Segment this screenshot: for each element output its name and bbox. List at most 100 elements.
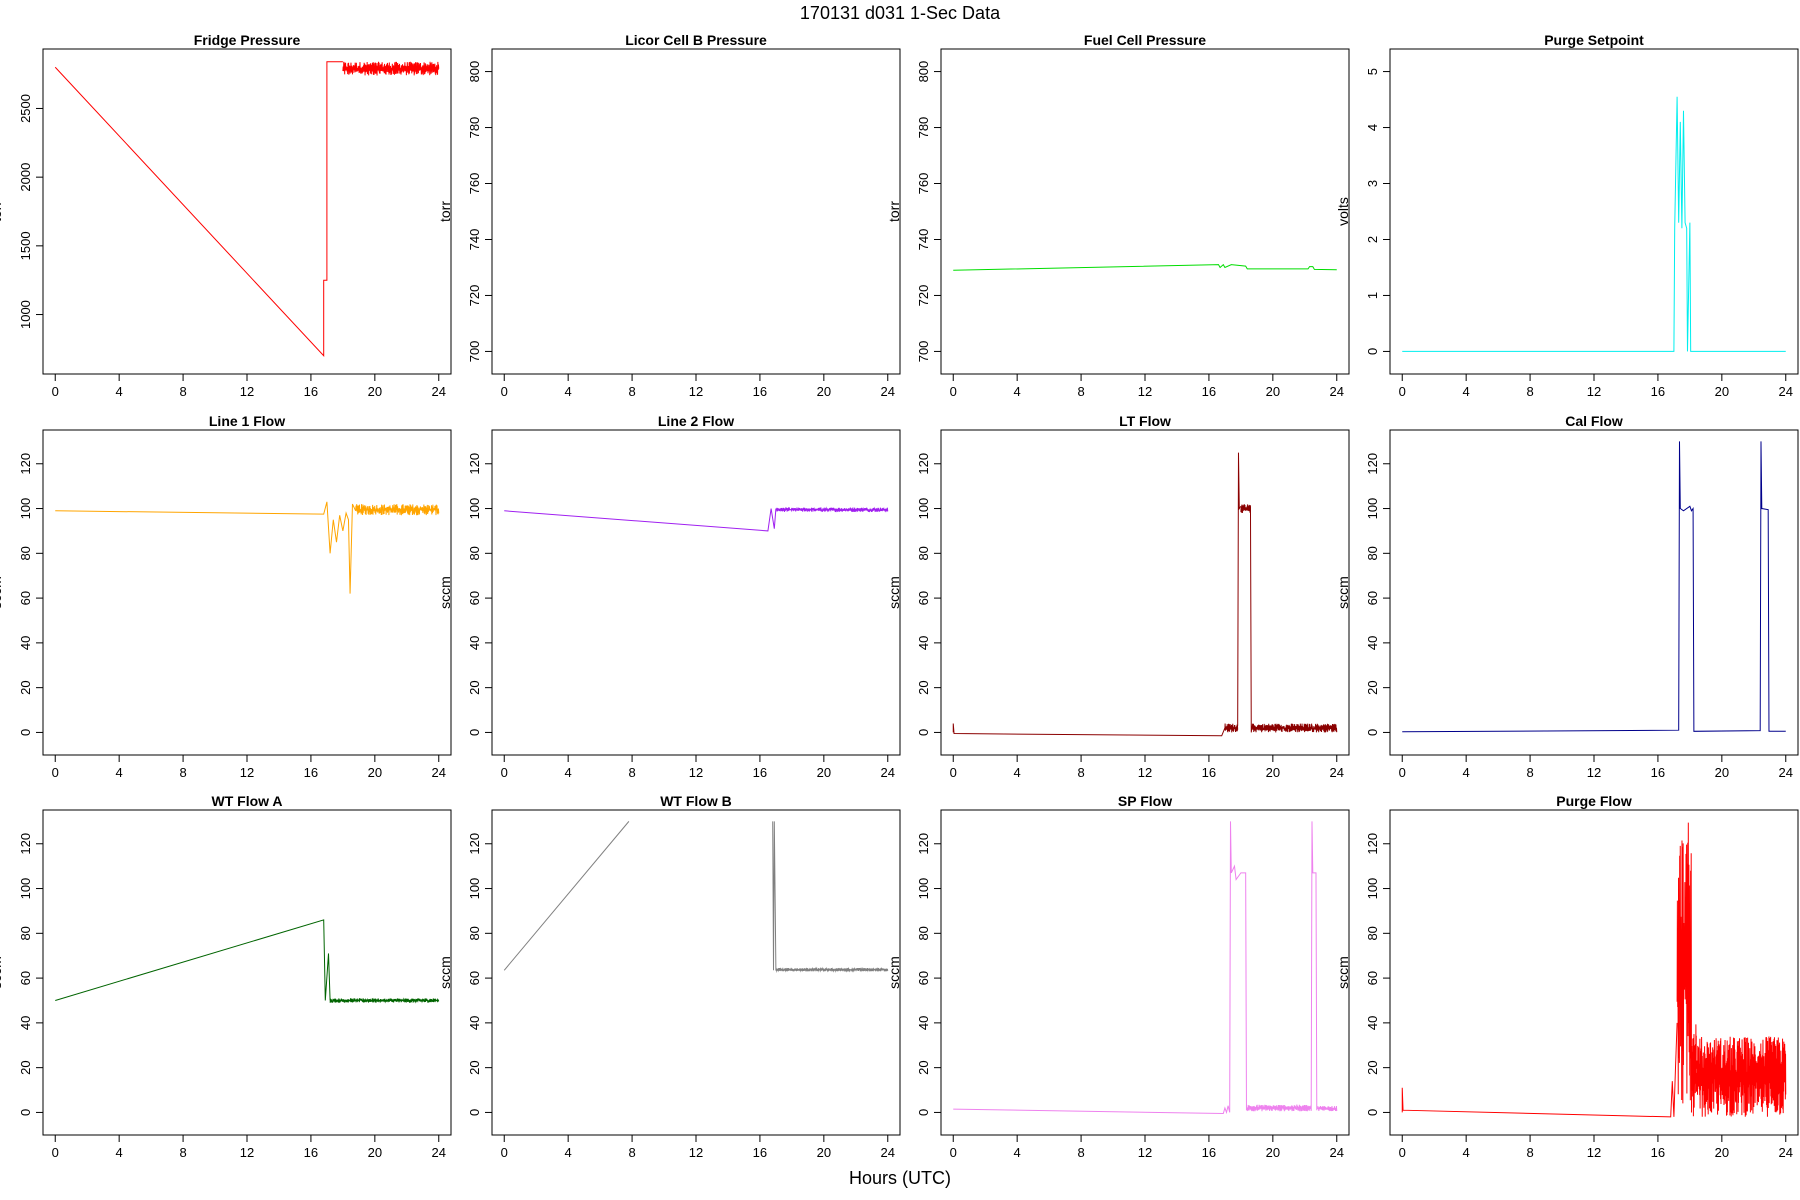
- series-line: [1402, 96, 1786, 352]
- x-tick-label: 8: [1526, 765, 1533, 780]
- x-tick-label: 24: [881, 1145, 895, 1160]
- y-tick-label: 1000: [18, 300, 33, 329]
- plot-frame: [1389, 48, 1799, 375]
- series-line: [772, 821, 777, 971]
- y-axis-label: volts: [1335, 197, 1351, 226]
- x-tick-label: 0: [52, 765, 59, 780]
- y-tick-label: 100: [467, 498, 482, 520]
- x-tick-label: 12: [1138, 384, 1152, 399]
- x-tick-label: 24: [432, 1145, 446, 1160]
- y-tick-label: 40: [18, 1016, 33, 1030]
- y-tick-label: 100: [916, 878, 931, 900]
- x-tick-label: 0: [1399, 765, 1406, 780]
- x-tick-label: 0: [950, 765, 957, 780]
- y-tick-label: 40: [467, 636, 482, 650]
- chart-title: WT Flow B: [660, 793, 732, 809]
- x-tick-label: 0: [52, 384, 59, 399]
- y-tick-label: 120: [1365, 833, 1380, 855]
- y-axis-label: sccm: [0, 576, 4, 609]
- series-line: [1249, 506, 1253, 733]
- plot-frame: [1389, 429, 1799, 756]
- chart-panel-3: Fuel Cell Pressure torr 0 4 8 12 16 20 24 700 720 7…: [886, 32, 1350, 399]
- series-line: [1251, 723, 1338, 733]
- y-tick-label: 20: [1365, 680, 1380, 694]
- y-tick-label: 100: [916, 498, 931, 520]
- chart-title: Licor Cell B Pressure: [625, 32, 767, 48]
- x-tick-label: 0: [501, 384, 508, 399]
- y-tick-label: 40: [916, 1016, 931, 1030]
- y-tick-label: 120: [1365, 453, 1380, 475]
- y-tick-label: 60: [467, 591, 482, 605]
- y-tick-label: 120: [18, 833, 33, 855]
- y-tick-label: 120: [467, 453, 482, 475]
- y-tick-label: 80: [916, 926, 931, 940]
- series-line: [55, 919, 331, 1001]
- x-tick-label: 16: [1202, 384, 1216, 399]
- chart-panel-2: Licor Cell B Pressure torr 0 4 8 12 16 20 24 700 7…: [437, 32, 901, 399]
- x-tick-label: 8: [179, 384, 186, 399]
- y-axis-label: sccm: [886, 956, 902, 989]
- x-tick-label: 12: [240, 384, 254, 399]
- y-tick-label: 40: [467, 1016, 482, 1030]
- y-tick-label: 4: [1365, 124, 1380, 131]
- x-tick-label: 0: [950, 1145, 957, 1160]
- y-tick-label: 120: [18, 453, 33, 475]
- y-tick-label: 760: [916, 173, 931, 195]
- series-line: [1695, 1036, 1787, 1117]
- y-tick-label: 0: [467, 729, 482, 736]
- y-tick-label: 60: [1365, 591, 1380, 605]
- y-tick-label: 2500: [18, 94, 33, 123]
- y-tick-label: 20: [18, 1060, 33, 1074]
- series-line: [504, 508, 777, 532]
- x-tick-label: 0: [501, 1145, 508, 1160]
- x-tick-label: 20: [817, 1145, 831, 1160]
- y-tick-label: 720: [467, 285, 482, 307]
- chart-title: Fuel Cell Pressure: [1084, 32, 1206, 48]
- series-line: [55, 501, 357, 594]
- chart-title: Purge Setpoint: [1544, 32, 1644, 48]
- series-line: [54, 61, 343, 358]
- y-tick-label: 780: [467, 117, 482, 139]
- x-tick-label: 12: [1138, 765, 1152, 780]
- chart-panel-12: Purge Flow sccm 0 4 8 12 16 20 24 0 20 40 60 80 100 120: [1335, 793, 1799, 1160]
- x-tick-label: 4: [1463, 1145, 1470, 1160]
- series-line: [952, 723, 1226, 737]
- x-tick-label: 24: [432, 384, 446, 399]
- x-tick-label: 20: [1266, 384, 1280, 399]
- x-tick-label: 12: [240, 765, 254, 780]
- y-tick-label: 740: [467, 229, 482, 251]
- plot-frame: [42, 809, 452, 1136]
- x-tick-label: 16: [304, 765, 318, 780]
- x-tick-label: 16: [753, 384, 767, 399]
- x-tick-label: 4: [116, 765, 123, 780]
- x-tick-label: 24: [1330, 384, 1344, 399]
- x-axis-label: Hours (UTC): [849, 1168, 951, 1188]
- y-axis-label: sccm: [1335, 956, 1351, 989]
- series-line: [1246, 1104, 1312, 1112]
- series-line: [1310, 821, 1318, 1111]
- y-tick-label: 1500: [18, 231, 33, 260]
- x-tick-label: 8: [628, 1145, 635, 1160]
- x-tick-label: 16: [753, 1145, 767, 1160]
- y-tick-label: 60: [1365, 971, 1380, 985]
- y-tick-label: 720: [916, 285, 931, 307]
- x-tick-label: 20: [1715, 1145, 1729, 1160]
- series-line: [1401, 1022, 1678, 1118]
- x-tick-label: 8: [628, 765, 635, 780]
- x-tick-label: 4: [1463, 384, 1470, 399]
- series-line: [1676, 822, 1692, 1104]
- x-tick-label: 12: [689, 765, 703, 780]
- x-tick-label: 16: [753, 765, 767, 780]
- y-tick-label: 40: [1365, 1016, 1380, 1030]
- y-tick-label: 20: [18, 680, 33, 694]
- y-tick-label: 2: [1365, 236, 1380, 243]
- x-tick-label: 12: [1587, 1145, 1601, 1160]
- chart-title: Purge Flow: [1556, 793, 1632, 809]
- x-tick-label: 8: [179, 1145, 186, 1160]
- series-line: [1240, 504, 1251, 513]
- chart-panel-6: Line 2 Flow sccm 0 4 8 12 16 20 24 0 20 40 60 80 100 12…: [437, 413, 901, 780]
- y-axis-label: sccm: [1335, 576, 1351, 609]
- x-tick-label: 8: [1077, 384, 1084, 399]
- x-tick-label: 0: [1399, 1145, 1406, 1160]
- x-tick-label: 4: [565, 1145, 572, 1160]
